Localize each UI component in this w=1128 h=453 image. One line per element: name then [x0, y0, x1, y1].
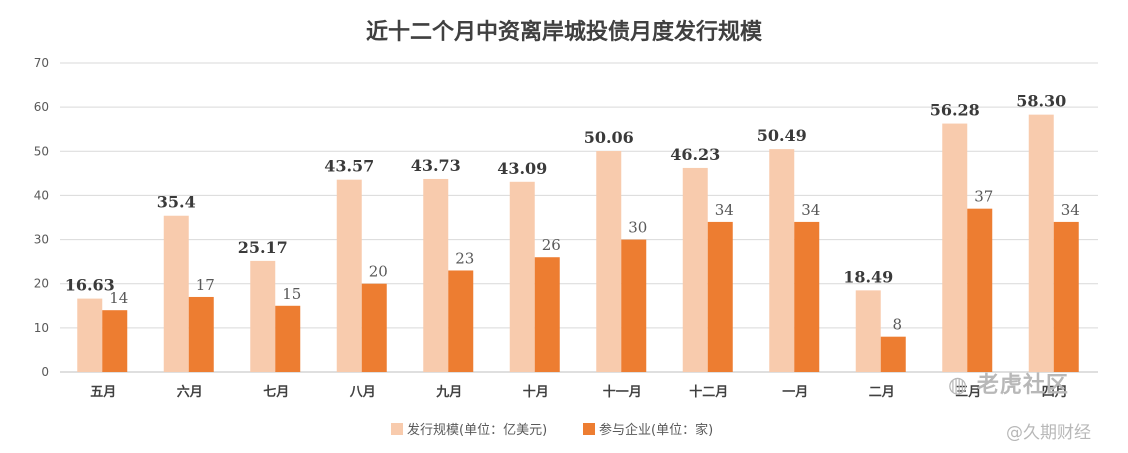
legend: 发行规模(单位：亿美元) 参与企业(单位：家)	[391, 422, 713, 438]
bar-scale	[682, 167, 708, 372]
data-label-scale: 16.63	[65, 276, 115, 295]
watermark-author: @久期财经	[1006, 423, 1091, 443]
data-label-scale: 35.4	[157, 193, 196, 212]
x-tick-label: 二月	[869, 385, 895, 400]
x-tick-label: 十二月	[689, 384, 728, 400]
bar-companies	[275, 305, 301, 372]
x-tick-label: 十一月	[603, 384, 642, 400]
y-tick-label: 60	[34, 100, 49, 114]
data-label-companies: 14	[109, 289, 128, 307]
bar-companies	[621, 239, 647, 372]
bar-scale	[77, 298, 103, 372]
bar-companies	[188, 296, 214, 372]
bar-companies	[1053, 221, 1079, 372]
bar-companies	[102, 310, 128, 372]
legend-swatch-scale	[391, 423, 403, 435]
data-label-scale: 46.23	[670, 145, 720, 164]
data-label-companies: 34	[715, 201, 734, 219]
data-label-companies: 26	[542, 236, 561, 254]
data-label-companies: 34	[1061, 201, 1080, 219]
bar-companies	[967, 208, 993, 372]
x-tick-label: 四月	[1042, 385, 1068, 400]
bars	[77, 114, 1079, 373]
x-tick-label: 五月	[90, 385, 116, 400]
x-tick-label: 六月	[177, 384, 203, 400]
data-label-companies: 34	[801, 201, 820, 219]
bar-companies	[448, 270, 474, 372]
data-label-scale: 43.73	[411, 156, 461, 175]
data-label-scale: 43.09	[497, 159, 547, 178]
watermark-laohu: ◍ 老虎社区	[948, 367, 1069, 399]
x-axis-ticks: 五月 六月 七月 八月 九月 十月 十一月 十二月 一月 二月 三月 四月	[90, 384, 1068, 400]
bar-companies	[361, 283, 387, 372]
bar-scale	[423, 178, 449, 372]
bar-scale	[250, 260, 276, 372]
y-tick-label: 0	[41, 365, 49, 379]
data-label-companies: 23	[455, 249, 474, 267]
data-label-scale: 56.28	[930, 101, 980, 120]
grid-lines	[60, 62, 1098, 373]
y-axis-ticks: 0 10 20 30 40 50 60 70	[34, 56, 49, 379]
bar-scale	[336, 179, 362, 372]
bar-scale	[942, 123, 968, 373]
data-label-scale: 18.49	[843, 267, 893, 286]
y-tick-label: 30	[34, 233, 49, 247]
bar-companies	[880, 336, 906, 372]
x-tick-label: 三月	[955, 385, 981, 400]
bar-scale	[163, 215, 189, 372]
bar-companies	[534, 257, 560, 372]
y-tick-label: 20	[34, 277, 49, 291]
data-label-companies: 8	[892, 316, 902, 334]
data-label-companies: 37	[974, 188, 993, 206]
data-label-scale: 58.30	[1016, 92, 1066, 111]
y-tick-label: 40	[34, 188, 49, 202]
legend-swatch-companies	[583, 423, 595, 435]
y-tick-label: 10	[34, 321, 49, 335]
bar-scale	[769, 149, 795, 372]
x-tick-label: 八月	[349, 385, 376, 400]
chart-title: 近十二个月中资离岸城投债月度发行规模	[366, 19, 763, 45]
data-label-scale: 43.57	[324, 157, 374, 176]
x-tick-label: 七月	[263, 385, 289, 400]
data-label-scale: 50.49	[757, 126, 807, 145]
bar-scale	[596, 151, 622, 372]
data-label-scale: 25.17	[238, 238, 288, 257]
y-tick-label: 50	[34, 144, 49, 158]
legend-label-scale: 发行规模(单位：亿美元)	[407, 422, 547, 438]
bar-companies	[794, 221, 820, 372]
legend-label-companies: 参与企业(单位：家)	[599, 422, 713, 438]
bar-scale	[1028, 114, 1054, 372]
bar-scale	[509, 181, 535, 372]
y-tick-label: 70	[34, 56, 49, 70]
x-tick-label: 十月	[523, 384, 549, 400]
bar-companies	[707, 221, 733, 372]
bar-scale	[855, 290, 881, 372]
data-label-companies: 15	[282, 285, 301, 303]
data-label-companies: 17	[196, 276, 215, 294]
x-tick-label: 一月	[782, 385, 808, 400]
data-label-companies: 30	[628, 219, 647, 237]
watermark-logo-icon: ◍	[948, 373, 969, 398]
data-label-companies: 20	[369, 263, 388, 281]
x-tick-label: 九月	[435, 385, 462, 400]
watermark-laohu-text: 老虎社区	[976, 373, 1069, 398]
data-label-scale: 50.06	[584, 128, 634, 147]
